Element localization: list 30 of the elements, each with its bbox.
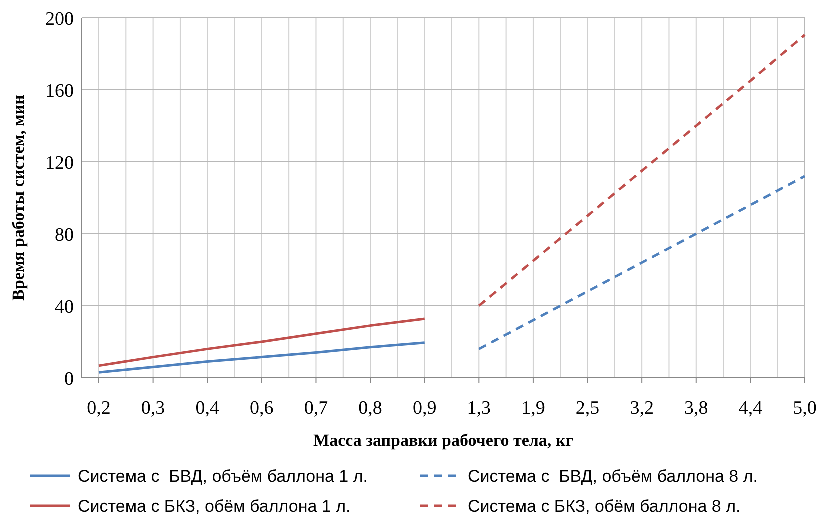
x-tick-label: 0,4: [196, 398, 220, 419]
y-axis-title: Время работы систем, мин: [9, 94, 28, 301]
x-tick-label: 2,5: [576, 398, 600, 419]
y-tick-label: 80: [55, 225, 74, 246]
line-series: [478, 34, 806, 308]
x-tick-label: 5,0: [793, 398, 817, 419]
x-tick-label: 0,8: [358, 398, 382, 419]
x-tick-label: 4,4: [738, 398, 764, 419]
y-tick-label: 0: [64, 369, 74, 390]
x-tick-label: 3,2: [630, 398, 654, 419]
line-series: [478, 175, 806, 350]
y-tick-label: 40: [55, 297, 74, 318]
x-tick-label: 0,2: [87, 398, 111, 419]
y-tick-label: 120: [46, 153, 74, 174]
y-tick-label: 200: [46, 9, 74, 30]
x-axis-title: Масса заправки рабочего тела, кг: [314, 431, 574, 450]
x-tick-label: 0,7: [304, 398, 328, 419]
legend-label: Система с БВД, объём баллона 1 л.: [78, 467, 368, 486]
x-tick-label: 3,8: [684, 398, 708, 419]
legend-label: Система с БВД, объём баллона 8 л.: [468, 467, 758, 486]
legend-label: Система с БКЗ, обём баллона 8 л.: [468, 497, 741, 516]
x-tick-label: 1,9: [522, 398, 546, 419]
legend-label: Система с БКЗ, обём баллона 1 л.: [78, 497, 351, 516]
y-tick-label: 160: [46, 81, 74, 102]
line-series: [98, 342, 426, 374]
x-tick-label: 0,6: [250, 398, 274, 419]
x-tick-label: 1,3: [467, 398, 492, 419]
x-tick-label: 0,9: [412, 398, 437, 419]
x-tick-label: 0,3: [141, 398, 166, 419]
line-series: [98, 318, 426, 368]
